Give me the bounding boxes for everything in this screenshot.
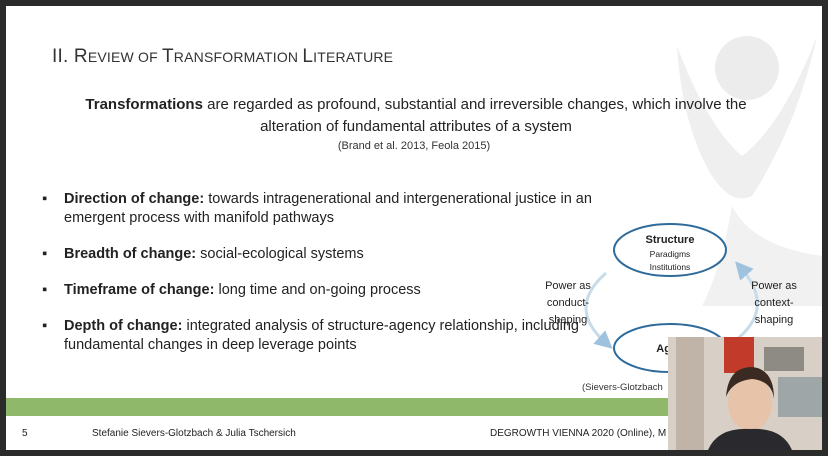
transformation-definition: Transformations are regarded as profound… (56, 94, 776, 138)
list-item: ▪ Breadth of change: social-ecological sy… (42, 246, 364, 262)
left-label-line1: Power as (545, 280, 591, 292)
diagram-citation: (Sievers-Glotzbach (582, 382, 663, 393)
right-label-line1: Power as (751, 280, 797, 292)
list-item: ▪ Direction of change: towards intragener… (42, 191, 592, 226)
list-item: ▪ Depth of change: integrated analysis of… (42, 318, 579, 353)
footer-authors: Stefanie Sievers-Glotzbach & Julia Tsche… (92, 428, 296, 439)
bullet-icon: ▪ (42, 318, 48, 334)
right-label-line3: shaping (755, 314, 794, 326)
structure-agency-diagram: Structure Paradigms Institutions Agen Po… (545, 223, 797, 393)
definition-citation: (Brand et al. 2013, Feola 2015) (337, 140, 491, 152)
definition-term: Transformations (85, 96, 203, 113)
footer-event: DEGROWTH VIENNA 2020 (Online), M (490, 428, 667, 439)
bullet-icon: ▪ (42, 191, 48, 207)
bullet-icon: ▪ (42, 246, 48, 262)
page-number: 5 (22, 428, 28, 439)
webcam-video-icon (668, 337, 822, 450)
left-label-line2: conduct- (547, 297, 590, 309)
webcam-video (668, 337, 822, 450)
structure-title: Structure (646, 234, 695, 246)
left-label-line3: shaping (549, 314, 588, 326)
structure-node (613, 223, 727, 277)
definition-text: are regarded as profound, substantial an… (202, 96, 747, 135)
slide: II. REVIEW OF TRANSFORMATION LITERATURE … (6, 6, 822, 450)
footer-accent-bar (6, 398, 822, 416)
person-silhouette-watermark-icon (677, 36, 822, 306)
bullet-icon: ▪ (42, 282, 48, 298)
right-label-line2: context- (754, 297, 793, 309)
slide-title: II. REVIEW OF TRANSFORMATION LITERATURE (52, 46, 394, 67)
structure-sub2: Institutions (650, 262, 691, 272)
list-item: ▪ Timeframe of change: long time and on-g… (42, 282, 421, 298)
bullet-list: ▪ Direction of change: towards intragener… (40, 190, 600, 372)
structure-sub1: Paradigms (650, 249, 691, 259)
